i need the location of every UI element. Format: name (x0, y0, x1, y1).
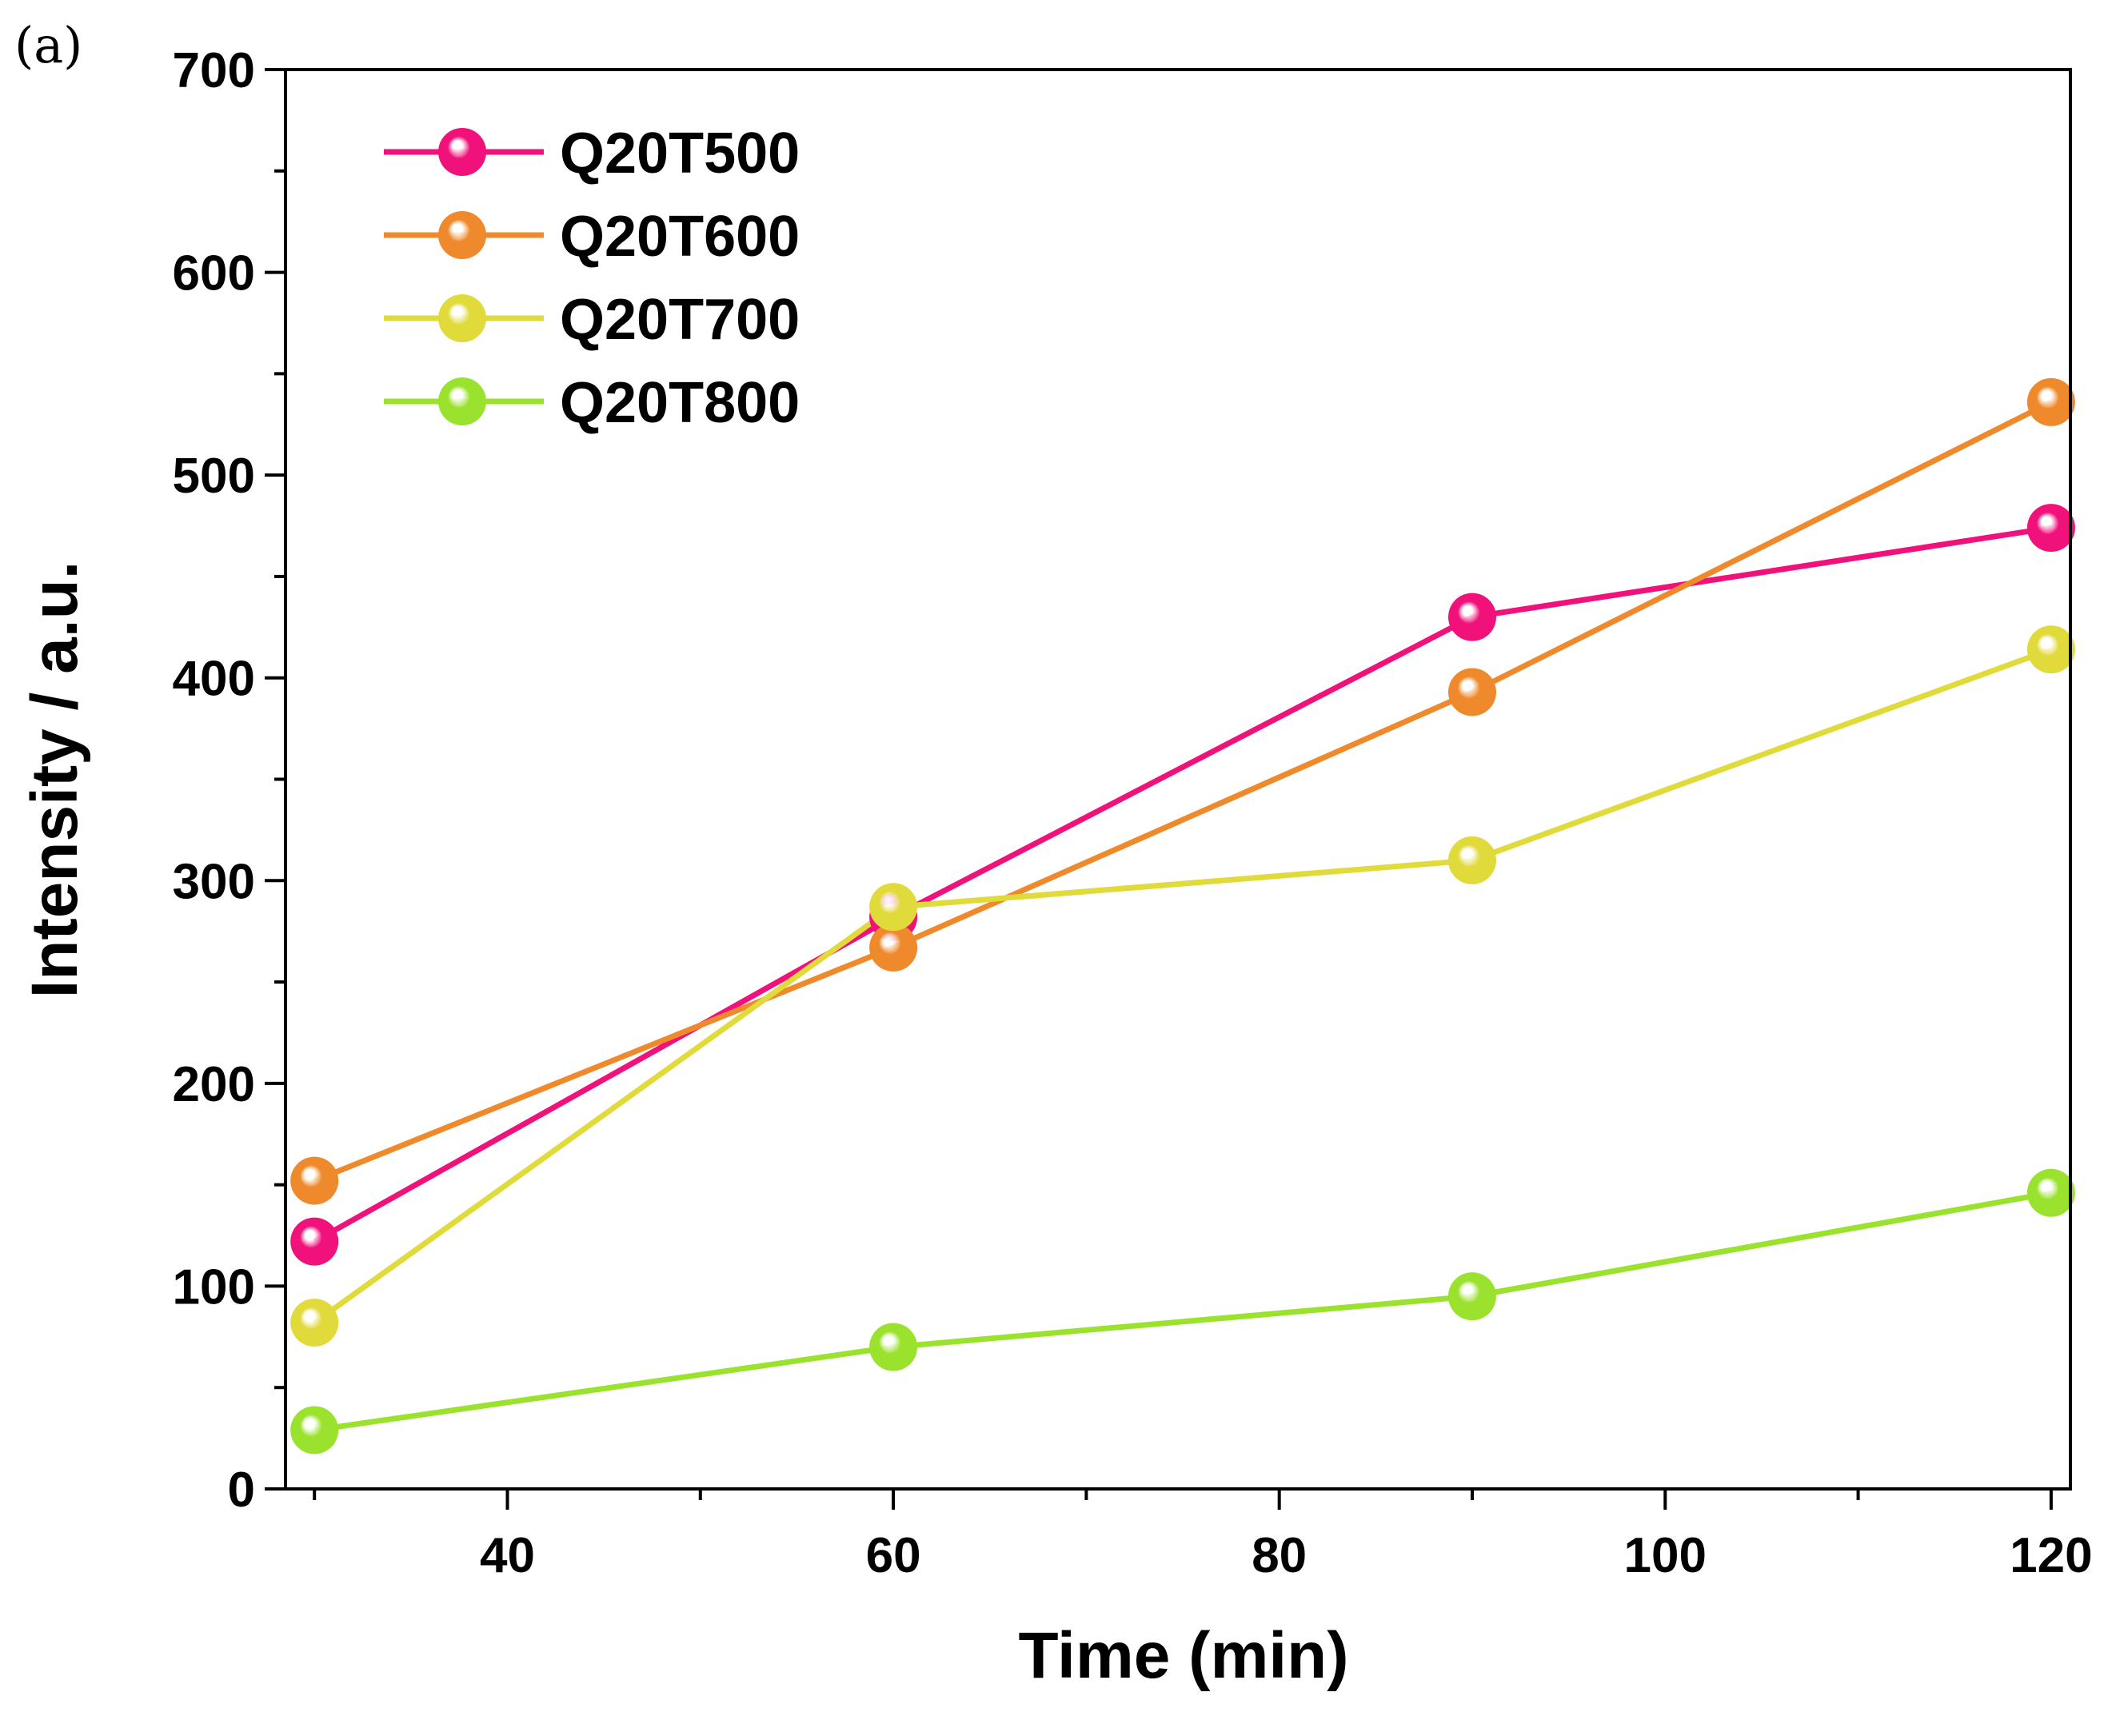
y-tick-label: 0 (228, 1463, 255, 1518)
data-point-q20t700 (290, 1299, 339, 1347)
legend-item-q20t700: Q20T700 (384, 288, 800, 352)
x-axis-title: Time (min) (1018, 1619, 1348, 1692)
series-line-q20t600 (313, 399, 2053, 1183)
series-line-q20t500 (313, 525, 2052, 1244)
y-tick-label: 200 (173, 1057, 255, 1112)
x-tick-label: 100 (1624, 1528, 1707, 1583)
series-line-q20t700 (313, 646, 2053, 1325)
data-point-q20t700 (2026, 625, 2075, 674)
legend-label: Q20T700 (560, 288, 800, 352)
legend-label: Q20T600 (560, 205, 800, 269)
legend-marker (438, 128, 486, 176)
data-point-q20t800 (869, 1323, 918, 1371)
panel-label: (a) (14, 16, 82, 74)
data-point-q20t600 (2026, 377, 2075, 426)
data-point-q20t800 (290, 1406, 339, 1455)
data-point-q20t500 (1447, 593, 1496, 641)
legend-item-q20t800: Q20T800 (384, 371, 800, 435)
data-point-q20t800 (1447, 1272, 1496, 1321)
x-tick-label: 120 (2010, 1528, 2092, 1583)
y-tick-label: 500 (173, 449, 255, 504)
x-tick-label: 60 (866, 1528, 921, 1583)
y-tick-label: 600 (173, 246, 255, 301)
y-tick-label: 100 (173, 1259, 255, 1315)
y-tick-label: 300 (173, 854, 255, 909)
data-point-q20t700 (1447, 836, 1496, 884)
legend-label: Q20T800 (560, 371, 800, 435)
legend-marker (438, 377, 486, 425)
legend-label: Q20T500 (560, 122, 800, 186)
data-point-q20t600 (869, 923, 918, 972)
x-tick-label: 80 (1252, 1528, 1307, 1583)
y-tick-label: 400 (173, 652, 255, 707)
legend-item-q20t600: Q20T600 (384, 205, 800, 269)
data-point-q20t700 (869, 883, 918, 932)
data-point-q20t500 (290, 1217, 339, 1266)
data-point-q20t800 (2026, 1168, 2075, 1217)
legend-item-q20t500: Q20T500 (384, 122, 800, 186)
x-tick-label: 40 (480, 1528, 535, 1583)
data-point-q20t600 (1447, 668, 1496, 716)
plot-frame (284, 68, 2072, 1491)
legend-marker (438, 211, 486, 259)
y-tick-label: 700 (173, 43, 255, 98)
legend-marker (438, 294, 486, 342)
data-point-q20t500 (2026, 504, 2075, 553)
data-point-q20t600 (290, 1156, 339, 1205)
y-axis-title: Intensity / a.u. (18, 561, 91, 999)
series-line-q20t800 (313, 1190, 2052, 1433)
